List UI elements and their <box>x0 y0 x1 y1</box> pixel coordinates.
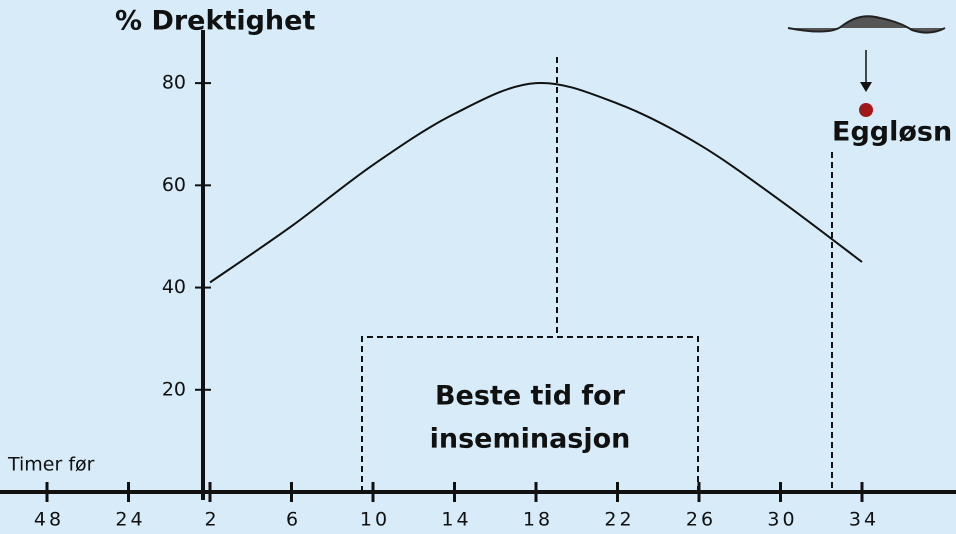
x-tick-label: 48 <box>34 509 64 531</box>
insemination-box <box>362 337 698 492</box>
annotation: inseminasjon <box>430 424 631 455</box>
egg-icon <box>788 16 945 32</box>
x-tick-label: 14 <box>441 509 471 531</box>
x-tick-label: 30 <box>767 509 797 531</box>
x-tick-label: 26 <box>686 509 716 531</box>
x-tick-label: 24 <box>115 509 145 531</box>
x-tick-label: 34 <box>849 509 879 531</box>
x-axis-label: Timer før <box>7 454 95 476</box>
x-tick-label: 10 <box>360 509 390 531</box>
annotation: Beste tid for <box>435 381 626 412</box>
x-tick-label: 6 <box>286 509 301 531</box>
chart-title: % Drektighet <box>115 6 315 37</box>
y-tick-label: 80 <box>162 72 186 94</box>
x-tick-label: 2 <box>204 509 219 531</box>
x-tick-label: 18 <box>523 509 553 531</box>
egg-dot <box>859 103 873 117</box>
y-tick-label: 20 <box>162 378 186 400</box>
chart: % Drektighet Timer før Beste tid for ins… <box>0 0 956 534</box>
annotation: Eggløsn <box>832 117 952 148</box>
arrow-head <box>860 82 872 92</box>
y-tick-label: 40 <box>162 276 186 298</box>
x-tick-label: 22 <box>604 509 634 531</box>
y-tick-label: 60 <box>162 174 186 196</box>
line <box>210 83 862 282</box>
